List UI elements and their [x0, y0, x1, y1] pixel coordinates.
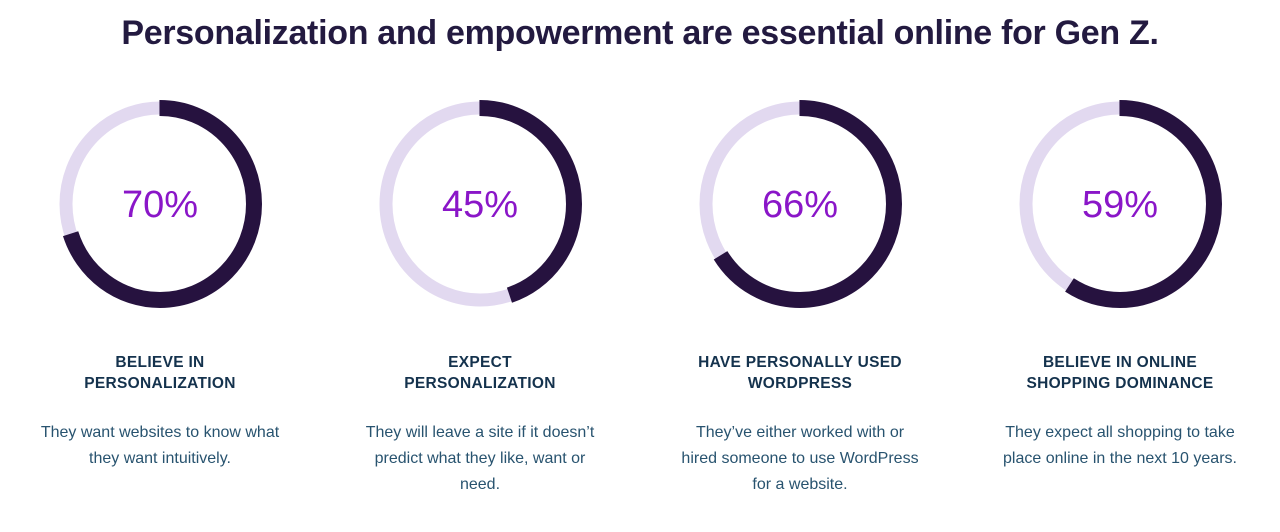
stat-heading-line: HAVE PERSONALLY USED [698, 354, 902, 372]
stat-description-line: They want websites to know what [40, 424, 280, 442]
donut-chart: 70% [58, 100, 262, 309]
stat-card-expect-personalization: 45% EXPECT PERSONALIZATION They will lea… [320, 97, 640, 498]
stat-description-line: they want intuitively. [89, 450, 231, 468]
stat-heading: HAVE PERSONALLY USED WORDPRESS [698, 352, 902, 394]
stat-heading: EXPECT PERSONALIZATION [404, 352, 555, 394]
percent-label: 66% [762, 184, 838, 226]
donut-value-arc [58, 100, 262, 309]
stat-card-believe-in-personalization: 70% BELIEVE IN PERSONALIZATION They want… [0, 97, 320, 498]
donut-value-arc [1018, 100, 1222, 309]
stat-heading: BELIEVE IN ONLINE SHOPPING DOMINANCE [1026, 352, 1213, 394]
stat-heading-line: SHOPPING DOMINANCE [1026, 375, 1214, 393]
stats-grid: 70% BELIEVE IN PERSONALIZATION They want… [0, 97, 1280, 498]
stat-description: They will leave a site if it doesn’t pre… [366, 420, 595, 498]
donut-chart: 66% [698, 100, 902, 309]
donut-chart: 45% [378, 100, 582, 309]
stat-description-line: need. [459, 476, 501, 494]
stat-heading-line: PERSONALIZATION [84, 375, 236, 393]
stat-heading: BELIEVE IN PERSONALIZATION [84, 352, 235, 394]
stat-description-line: hired someone to use WordPress [681, 450, 919, 468]
stat-heading-line: BELIEVE IN [115, 354, 205, 372]
percent-label: 59% [1082, 184, 1158, 226]
stat-card-used-wordpress: 66% HAVE PERSONALLY USED WORDPRESS They’… [640, 97, 960, 498]
stat-heading-line: BELIEVE IN ONLINE [1042, 354, 1198, 372]
stat-description: They expect all shopping to take place o… [1003, 420, 1237, 472]
stat-heading-line: PERSONALIZATION [404, 375, 556, 393]
percent-label: 45% [442, 184, 518, 226]
stat-heading-line: WORDPRESS [747, 375, 853, 393]
stat-description: They’ve either worked with or hired some… [681, 420, 918, 498]
percent-label: 70% [122, 184, 198, 226]
stat-description-line: They expect all shopping to take [1005, 424, 1235, 442]
donut-value-arc [378, 100, 582, 309]
donut-chart: 59% [1018, 100, 1222, 309]
donut-value-arc [698, 100, 902, 309]
stat-card-online-shopping-dominance: 59% BELIEVE IN ONLINE SHOPPING DOMINANCE… [960, 97, 1280, 498]
stat-description-line: place online in the next 10 years. [1003, 450, 1237, 468]
page-title: Personalization and empowerment are esse… [121, 14, 1159, 52]
stat-description: They want websites to know what they wan… [41, 420, 279, 472]
stat-description-line: predict what they like, want or [374, 450, 586, 468]
stat-description-line: They’ve either worked with or [695, 424, 905, 442]
stat-heading-line: EXPECT [448, 354, 512, 372]
stat-description-line: They will leave a site if it doesn’t [365, 424, 595, 442]
stat-description-line: for a website. [752, 476, 848, 494]
